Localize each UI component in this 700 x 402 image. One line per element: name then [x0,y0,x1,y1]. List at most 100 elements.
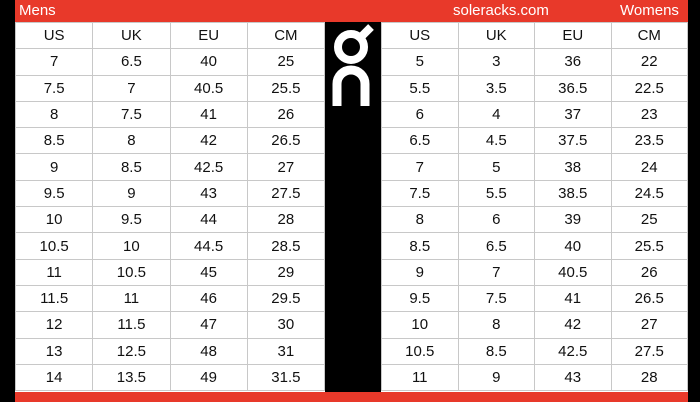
table-cell: 36 [534,48,612,76]
table-cell: 47 [169,311,248,339]
table-cell: 9.5 [14,179,94,208]
table-cell: 6 [381,100,459,129]
table-cell: 38.5 [534,179,612,208]
table-row: 7 5 38 24 [381,153,688,181]
table-cell: 5 [381,48,459,76]
table-cell: 24 [610,153,688,181]
table-cell: 10 [381,311,459,339]
table-cell: 25 [610,206,688,234]
table-cell: 40 [169,48,248,76]
table-cell: 27.5 [610,337,688,365]
table-cell: 27 [246,153,326,181]
table-row: 7 6.5 40 25 [14,48,326,76]
table-cell: 26 [246,100,326,129]
table-cell: 28.5 [246,232,326,260]
table-cell: 43 [534,363,612,392]
table-cell: 4.5 [457,127,535,155]
table-cell: 12 [14,311,94,339]
womens-size-table: US UK EU CM 5 3 36 22 5.5 3.5 36.5 22.5 6 4 37 23 6.5 4.5… [381,21,688,392]
table-cell: 9.5 [92,206,171,234]
table-cell: 31.5 [246,363,326,392]
table-cell: 10 [92,232,171,260]
table-cell: 11 [92,284,171,313]
table-cell: 46 [169,284,248,313]
table-cell: 9 [14,153,94,181]
table-cell: 26 [610,258,688,286]
column-header: US [14,21,94,50]
table-cell: 26.5 [246,127,326,155]
table-cell: 25.5 [610,232,688,260]
column-header: UK [92,21,171,50]
table-cell: 44 [169,206,248,234]
table-cell: 11.5 [14,284,94,313]
table-cell: 8 [92,127,171,155]
table-cell: 7.5 [92,100,171,129]
table-row: 13 12.5 48 31 [14,337,326,365]
table-cell: 7.5 [457,284,535,313]
column-header: EU [169,21,248,50]
mens-label: Mens [19,2,56,19]
table-cell: 31 [246,337,326,365]
table-cell: 49 [169,363,248,392]
table-cell: 37 [534,100,612,129]
table-cell: 9.5 [381,284,459,313]
header-bar: Mens soleracks.com Womens [15,0,688,22]
table-cell: 40.5 [169,74,248,102]
table-cell: 37.5 [534,127,612,155]
table-cell: 11.5 [92,311,171,339]
table-cell: 42.5 [169,153,248,181]
table-cell: 7 [381,153,459,181]
table-cell: 7 [457,258,535,286]
on-logo-icon [332,24,374,106]
table-cell: 44.5 [169,232,248,260]
table-cell: 6.5 [381,127,459,155]
table-cell: 27 [610,311,688,339]
table-row: 10.5 10 44.5 28.5 [14,232,326,260]
footer-bar [15,392,688,402]
table-cell: 8 [14,100,94,129]
table-cell: 22.5 [610,74,688,102]
table-cell: 36.5 [534,74,612,102]
table-cell: 8.5 [14,127,94,155]
table-cell: 40.5 [534,258,612,286]
table-cell: 22 [610,48,688,76]
table-row: 9 7 40.5 26 [381,258,688,286]
table-row: 11.5 11 46 29.5 [14,284,326,313]
table-cell: 28 [246,206,326,234]
table-cell: 41 [534,284,612,313]
table-cell: 27.5 [246,179,326,208]
table-cell: 25 [246,48,326,76]
table-cell: 25.5 [246,74,326,102]
table-cell: 11 [14,258,94,286]
right-border [688,0,700,402]
table-cell: 8.5 [92,153,171,181]
table-cell: 10.5 [381,337,459,365]
table-cell: 42 [534,311,612,339]
table-cell: 13.5 [92,363,171,392]
table-cell: 5.5 [381,74,459,102]
table-cell: 5.5 [457,179,535,208]
table-cell: 6.5 [92,48,171,76]
table-row: 10.5 8.5 42.5 27.5 [381,337,688,365]
table-cell: 10 [14,206,94,234]
column-header: CM [610,21,688,50]
table-cell: 48 [169,337,248,365]
table-cell: 7.5 [14,74,94,102]
table-cell: 3.5 [457,74,535,102]
table-cell: 42.5 [534,337,612,365]
site-label: soleracks.com [453,2,549,19]
table-cell: 28 [610,363,688,392]
table-cell: 39 [534,206,612,234]
table-cell: 8.5 [457,337,535,365]
table-cell: 12.5 [92,337,171,365]
column-header: EU [534,21,612,50]
table-cell: 29 [246,258,326,286]
table-cell: 7.5 [381,179,459,208]
column-header: CM [246,21,326,50]
table-row: 9.5 7.5 41 26.5 [381,284,688,313]
table-row: 7.5 5.5 38.5 24.5 [381,179,688,208]
table-cell: 8 [457,311,535,339]
table-cell: 13 [14,337,94,365]
table-row: 10 9.5 44 28 [14,206,326,234]
table-cell: 14 [14,363,94,392]
